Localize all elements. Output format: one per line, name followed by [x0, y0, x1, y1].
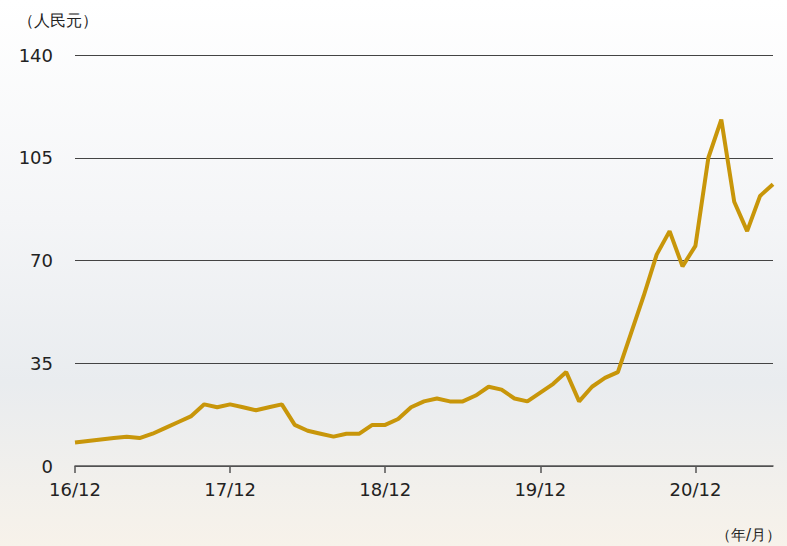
- svg-text:20/12: 20/12: [670, 479, 722, 500]
- svg-text:18/12: 18/12: [359, 479, 411, 500]
- svg-text:16/12: 16/12: [49, 479, 101, 500]
- svg-text:（人民元）: （人民元）: [18, 11, 98, 30]
- svg-text:17/12: 17/12: [204, 479, 256, 500]
- svg-text:105: 105: [19, 147, 53, 168]
- svg-text:（年/月）: （年/月）: [716, 526, 781, 544]
- svg-text:19/12: 19/12: [514, 479, 566, 500]
- svg-text:35: 35: [30, 353, 53, 374]
- svg-text:0: 0: [42, 456, 53, 477]
- svg-text:70: 70: [30, 250, 53, 271]
- svg-text:140: 140: [19, 45, 53, 66]
